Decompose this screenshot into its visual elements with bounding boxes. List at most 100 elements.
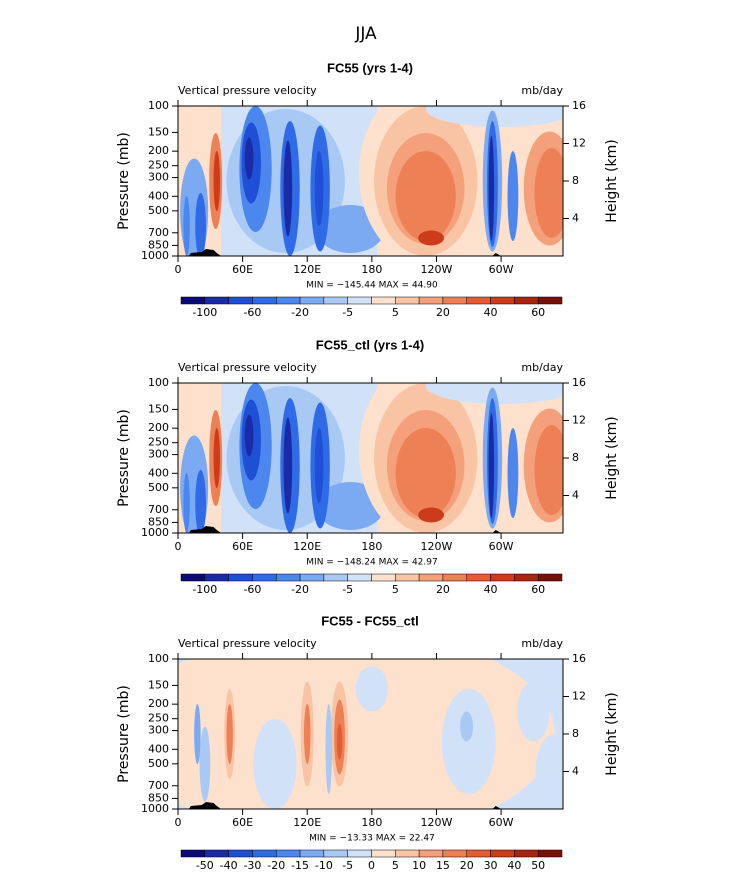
colorbar-box xyxy=(299,849,325,858)
contour-fill xyxy=(314,428,324,503)
colorbar-label: 5 xyxy=(392,859,399,872)
colorbar-box xyxy=(180,573,206,582)
y-tick-label: 700 xyxy=(148,226,169,239)
x-tick-label: 120W xyxy=(421,540,453,553)
y2-tick-label: 4 xyxy=(572,489,579,502)
y2-tick-label: 4 xyxy=(572,212,579,225)
colorbar-label: -30 xyxy=(243,859,261,872)
colorbar-box xyxy=(228,573,253,582)
x-tick-label: 120E xyxy=(293,816,321,829)
x-tick-label: 60E xyxy=(232,540,253,553)
y-tick-label: 1000 xyxy=(141,249,169,262)
y-tick-label: 200 xyxy=(148,697,169,710)
contour-fill xyxy=(195,193,206,256)
stats: MIN = −148.24 MAX = 42.97 xyxy=(306,558,437,568)
y-tick-label: 1000 xyxy=(141,526,169,539)
y-tick-label: 250 xyxy=(148,712,169,725)
y-tick-label: 100 xyxy=(148,376,169,389)
colorbar-label: -50 xyxy=(196,859,214,872)
colorbar-label: -5 xyxy=(342,583,353,596)
contour-fill xyxy=(534,425,563,515)
x-tick-label: 120W xyxy=(421,263,453,276)
colorbar-box xyxy=(228,296,253,305)
colorbar-label: -100 xyxy=(192,583,217,596)
x-tick-label: 60W xyxy=(489,816,514,829)
y-tick-label: 200 xyxy=(148,144,169,157)
contour-fill xyxy=(244,414,254,457)
colorbar-box xyxy=(347,849,372,858)
contour-field xyxy=(178,383,563,533)
contour-fill xyxy=(213,151,220,211)
y-tick-label: 700 xyxy=(148,779,169,792)
y-tick-label: 150 xyxy=(148,125,169,138)
colorbar-label: 60 xyxy=(531,306,545,319)
colorbar-box xyxy=(537,573,563,582)
colorbar-label: 40 xyxy=(484,583,498,596)
colorbar-label: -20 xyxy=(267,859,285,872)
colorbar-box xyxy=(276,849,301,858)
panel-title: FC55 - FC55_ctl xyxy=(321,613,419,628)
y-tick-label: 500 xyxy=(148,204,169,217)
y-tick-label: 500 xyxy=(148,481,169,494)
y-tick-label: 700 xyxy=(148,503,169,516)
units: mb/day xyxy=(521,84,563,97)
y2-tick-label: 12 xyxy=(572,414,586,427)
subtitle: Vertical pressure velocity xyxy=(178,361,317,374)
colorbar-label: -5 xyxy=(342,306,353,319)
contour-fill xyxy=(283,417,293,514)
units: mb/day xyxy=(521,361,563,374)
y2-tick-label: 4 xyxy=(572,765,579,778)
contour-fill xyxy=(355,666,388,712)
colorbar-box xyxy=(323,849,348,858)
colorbar-box xyxy=(466,573,491,582)
colorbar-label: 20 xyxy=(436,583,450,596)
contour-fill xyxy=(517,681,550,742)
y-tick-label: 300 xyxy=(148,448,169,461)
colorbar-label: 20 xyxy=(460,859,474,872)
subtitle: Vertical pressure velocity xyxy=(178,84,317,97)
colorbar-box xyxy=(418,849,444,858)
x-tick-label: 0 xyxy=(175,816,182,829)
contour-fill xyxy=(183,196,190,256)
colorbar-box xyxy=(514,296,539,305)
contour-fill xyxy=(395,428,456,518)
contour-field xyxy=(178,659,563,809)
x-tick-label: 60W xyxy=(489,540,514,553)
colorbar-box xyxy=(490,573,515,582)
y-tick-label: 250 xyxy=(148,159,169,172)
y2-tick-label: 16 xyxy=(572,376,586,389)
x-tick-label: 120E xyxy=(293,263,321,276)
colorbar-box xyxy=(347,296,372,305)
colorbar-box xyxy=(276,573,301,582)
x-tick-label: 0 xyxy=(175,540,182,553)
colorbar-box xyxy=(204,849,229,858)
figure-title: JJA xyxy=(354,24,377,44)
contour-fill xyxy=(283,140,293,237)
colorbar-label: -60 xyxy=(243,583,261,596)
colorbar-box xyxy=(466,849,491,858)
colorbar-label: 40 xyxy=(507,859,521,872)
colorbar-label: 60 xyxy=(531,583,545,596)
colorbar-box xyxy=(204,573,229,582)
colorbar-label: -60 xyxy=(243,306,261,319)
y-axis-label: Pressure (mb) xyxy=(116,132,132,230)
colorbar-box xyxy=(442,296,467,305)
y-axis-label: Pressure (mb) xyxy=(116,685,132,783)
y2-tick-label: 8 xyxy=(572,727,579,740)
colorbar-box xyxy=(537,296,563,305)
colorbar-label: -40 xyxy=(220,859,238,872)
y-tick-label: 400 xyxy=(148,742,169,755)
y-tick-label: 150 xyxy=(148,678,169,691)
contour-fill xyxy=(244,137,254,180)
colorbar-box xyxy=(276,296,301,305)
colorbar-box xyxy=(252,573,277,582)
colorbar-box xyxy=(537,849,563,858)
y2-axis-label: Height (km) xyxy=(604,692,620,775)
colorbar-box xyxy=(490,849,515,858)
y-tick-label: 200 xyxy=(148,421,169,434)
y-tick-label: 850 xyxy=(148,791,169,804)
y-tick-label: 300 xyxy=(148,724,169,737)
units: mb/day xyxy=(521,637,563,650)
contour-fill xyxy=(336,723,343,760)
y-tick-label: 850 xyxy=(148,515,169,528)
